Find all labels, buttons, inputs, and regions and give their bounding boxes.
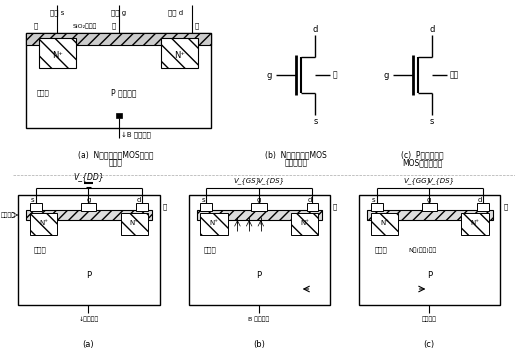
Bar [200,213,228,235]
Text: P 型硅衬底: P 型硅衬底 [111,88,136,98]
Text: N⁺: N⁺ [300,220,309,226]
Bar [19,195,160,305]
Text: N⁺: N⁺ [175,51,185,59]
Text: 衬底: 衬底 [450,71,459,79]
Text: P: P [256,270,262,280]
Text: d: d [307,197,312,203]
Text: N⁺: N⁺ [380,220,389,226]
Text: (c): (c) [424,340,435,349]
Bar [477,203,489,211]
Text: 栅极 g: 栅极 g [111,10,126,16]
Text: d: d [478,197,482,203]
Bar [367,210,493,220]
Bar [200,203,212,211]
Text: 铝: 铝 [112,23,116,29]
Text: g: g [266,71,271,79]
Text: N⁺: N⁺ [130,220,139,226]
Bar [30,213,57,235]
Text: ↓衬底引线: ↓衬底引线 [78,316,98,322]
Text: (a): (a) [82,340,94,349]
Text: 铝: 铝 [195,23,199,29]
Text: 铝: 铝 [33,23,38,29]
Text: g: g [383,71,388,79]
Bar [306,203,318,211]
Bar [359,195,501,305]
Text: V_{DD}: V_{DD} [73,173,104,182]
Text: 耗尽层: 耗尽层 [204,247,216,253]
Text: s: s [201,197,205,203]
Bar [421,203,437,211]
Text: (a)  N沟道增强型MOS管结构: (a) N沟道增强型MOS管结构 [78,150,153,159]
Text: 铝: 铝 [162,204,167,210]
Bar [81,203,96,211]
Text: 铝: 铝 [333,204,337,210]
Text: 二氧化硅: 二氧化硅 [1,212,15,218]
Text: N⁺: N⁺ [471,220,479,226]
Text: 耗尽层: 耗尽层 [374,247,387,253]
Text: 漏极 d: 漏极 d [167,10,183,16]
Bar [291,213,318,235]
Text: d: d [430,25,435,35]
Text: SiO₂绝缘层: SiO₂绝缘层 [72,23,97,29]
Bar [461,213,489,235]
Bar [136,203,148,211]
Text: g: g [256,197,261,203]
Text: P: P [427,270,432,280]
Text: 衬底引线: 衬底引线 [422,316,437,322]
Bar [189,195,330,305]
Text: MOS管代表符号: MOS管代表符号 [402,158,443,167]
Text: 耗尽层: 耗尽层 [36,90,49,96]
Bar [39,38,76,68]
Bar [26,210,152,220]
Text: 耗尽层: 耗尽层 [33,247,46,253]
Text: N⁺: N⁺ [210,220,218,226]
Text: (b): (b) [253,340,265,349]
Text: 源极 s: 源极 s [50,10,64,16]
Text: N⁺: N⁺ [52,51,63,59]
Text: d: d [137,197,141,203]
Bar [371,203,383,211]
Text: s: s [313,118,318,127]
Bar [251,203,267,211]
Text: V_{DS}: V_{DS} [427,178,455,185]
Text: 示意图: 示意图 [109,158,123,167]
Bar [371,213,398,235]
Text: s: s [430,118,435,127]
Text: 管代表符号: 管代表符号 [284,158,307,167]
Text: V_{GS}: V_{GS} [234,178,261,185]
Text: B 衬底引线: B 衬底引线 [248,316,269,322]
Text: 铝: 铝 [503,204,508,210]
Text: N型(感生)沟道: N型(感生)沟道 [408,247,437,253]
Text: (b)  N沟道增强型MOS: (b) N沟道增强型MOS [265,150,327,159]
Text: V_{DS}: V_{DS} [257,178,284,185]
Text: g: g [427,197,432,203]
Bar [26,33,211,45]
Text: V_{GG}: V_{GG} [404,178,432,185]
Text: s: s [31,197,35,203]
Bar [197,210,322,220]
Text: 衬: 衬 [333,71,337,79]
Text: N⁺: N⁺ [39,220,48,226]
Bar [26,33,211,128]
Text: ↓B 衬底引线: ↓B 衬底引线 [121,132,150,138]
Bar [30,203,42,211]
Bar [162,38,198,68]
Bar [116,113,122,118]
Bar [121,213,148,235]
Text: s: s [372,197,375,203]
Text: g: g [86,197,91,203]
Text: (c)  P沟道增强型: (c) P沟道增强型 [401,150,444,159]
Text: P: P [86,270,91,280]
Text: d: d [313,25,318,35]
